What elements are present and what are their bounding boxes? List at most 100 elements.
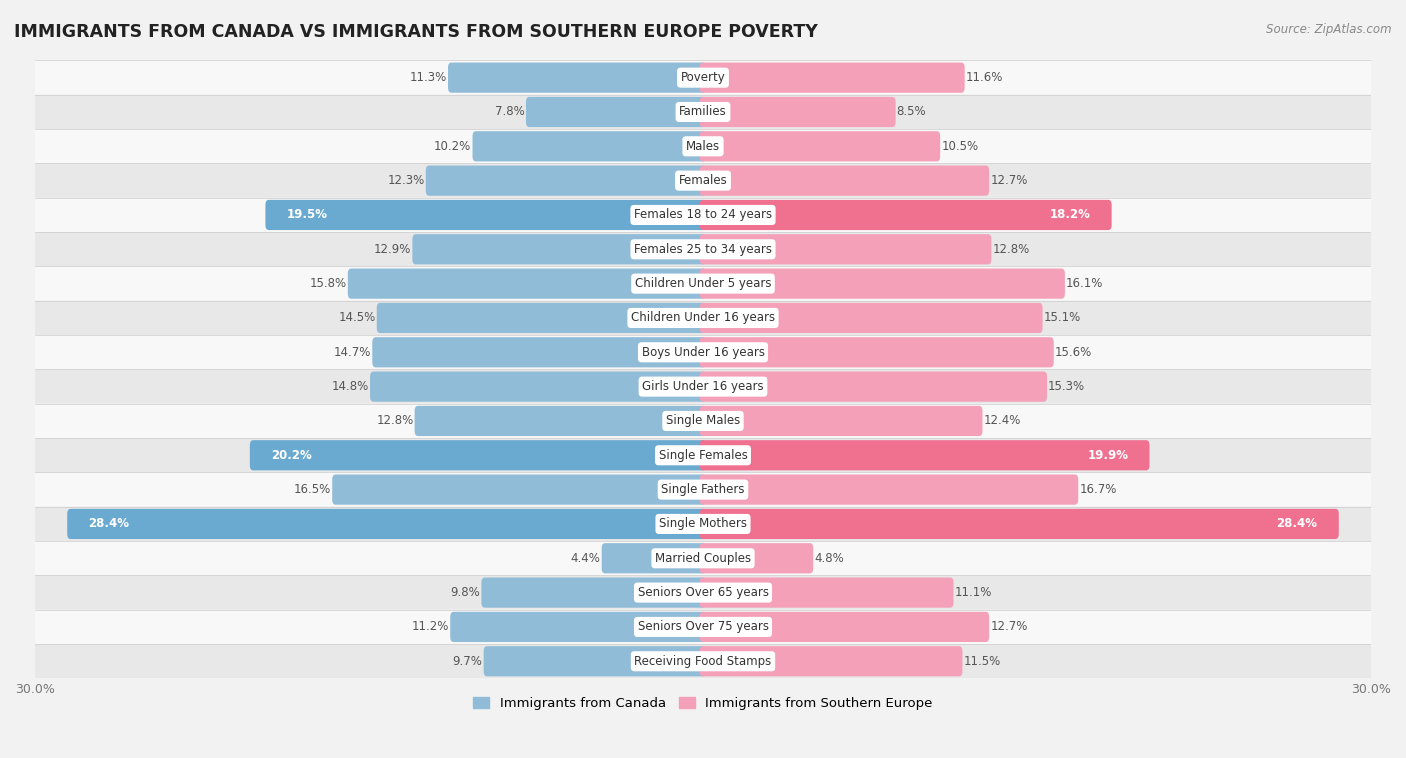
FancyBboxPatch shape bbox=[481, 578, 706, 608]
Text: 12.3%: 12.3% bbox=[388, 174, 425, 187]
FancyBboxPatch shape bbox=[35, 575, 1371, 609]
FancyBboxPatch shape bbox=[35, 369, 1371, 404]
FancyBboxPatch shape bbox=[250, 440, 706, 471]
FancyBboxPatch shape bbox=[412, 234, 706, 265]
Text: Children Under 5 years: Children Under 5 years bbox=[634, 277, 772, 290]
Text: 12.7%: 12.7% bbox=[990, 174, 1028, 187]
FancyBboxPatch shape bbox=[700, 234, 991, 265]
FancyBboxPatch shape bbox=[415, 406, 706, 436]
FancyBboxPatch shape bbox=[700, 200, 1112, 230]
FancyBboxPatch shape bbox=[700, 303, 1043, 333]
Text: Seniors Over 75 years: Seniors Over 75 years bbox=[637, 621, 769, 634]
Text: 19.5%: 19.5% bbox=[287, 208, 328, 221]
FancyBboxPatch shape bbox=[67, 509, 706, 539]
Text: Seniors Over 65 years: Seniors Over 65 years bbox=[637, 586, 769, 599]
FancyBboxPatch shape bbox=[35, 644, 1371, 678]
FancyBboxPatch shape bbox=[700, 131, 941, 161]
FancyBboxPatch shape bbox=[700, 165, 990, 196]
Text: 4.8%: 4.8% bbox=[814, 552, 844, 565]
FancyBboxPatch shape bbox=[35, 95, 1371, 129]
FancyBboxPatch shape bbox=[373, 337, 706, 368]
FancyBboxPatch shape bbox=[450, 612, 706, 642]
FancyBboxPatch shape bbox=[347, 268, 706, 299]
Text: 10.2%: 10.2% bbox=[434, 139, 471, 153]
FancyBboxPatch shape bbox=[35, 609, 1371, 644]
FancyBboxPatch shape bbox=[700, 97, 896, 127]
Text: 15.8%: 15.8% bbox=[309, 277, 347, 290]
Text: Single Mothers: Single Mothers bbox=[659, 518, 747, 531]
Text: 8.5%: 8.5% bbox=[897, 105, 927, 118]
Text: 9.7%: 9.7% bbox=[453, 655, 482, 668]
Text: 20.2%: 20.2% bbox=[271, 449, 312, 462]
FancyBboxPatch shape bbox=[35, 438, 1371, 472]
Text: Females: Females bbox=[679, 174, 727, 187]
FancyBboxPatch shape bbox=[700, 371, 1047, 402]
Text: 28.4%: 28.4% bbox=[89, 518, 129, 531]
FancyBboxPatch shape bbox=[332, 475, 706, 505]
Text: 15.6%: 15.6% bbox=[1054, 346, 1092, 359]
FancyBboxPatch shape bbox=[35, 232, 1371, 267]
Legend: Immigrants from Canada, Immigrants from Southern Europe: Immigrants from Canada, Immigrants from … bbox=[468, 691, 938, 715]
FancyBboxPatch shape bbox=[35, 267, 1371, 301]
FancyBboxPatch shape bbox=[700, 63, 965, 92]
FancyBboxPatch shape bbox=[35, 164, 1371, 198]
FancyBboxPatch shape bbox=[700, 509, 1339, 539]
FancyBboxPatch shape bbox=[602, 543, 706, 573]
FancyBboxPatch shape bbox=[35, 301, 1371, 335]
Text: 15.3%: 15.3% bbox=[1047, 380, 1085, 393]
Text: Single Males: Single Males bbox=[666, 415, 740, 428]
Text: 12.8%: 12.8% bbox=[377, 415, 413, 428]
Text: Females 18 to 24 years: Females 18 to 24 years bbox=[634, 208, 772, 221]
Text: IMMIGRANTS FROM CANADA VS IMMIGRANTS FROM SOUTHERN EUROPE POVERTY: IMMIGRANTS FROM CANADA VS IMMIGRANTS FRO… bbox=[14, 23, 818, 41]
FancyBboxPatch shape bbox=[449, 63, 706, 92]
FancyBboxPatch shape bbox=[35, 129, 1371, 164]
Text: 11.5%: 11.5% bbox=[963, 655, 1001, 668]
Text: 15.1%: 15.1% bbox=[1043, 312, 1081, 324]
Text: 10.5%: 10.5% bbox=[941, 139, 979, 153]
Text: Girls Under 16 years: Girls Under 16 years bbox=[643, 380, 763, 393]
Text: 12.4%: 12.4% bbox=[984, 415, 1021, 428]
FancyBboxPatch shape bbox=[700, 440, 1150, 471]
FancyBboxPatch shape bbox=[35, 404, 1371, 438]
FancyBboxPatch shape bbox=[35, 507, 1371, 541]
Text: Receiving Food Stamps: Receiving Food Stamps bbox=[634, 655, 772, 668]
Text: 16.7%: 16.7% bbox=[1080, 483, 1116, 496]
FancyBboxPatch shape bbox=[377, 303, 706, 333]
Text: Females 25 to 34 years: Females 25 to 34 years bbox=[634, 243, 772, 255]
Text: 14.5%: 14.5% bbox=[339, 312, 375, 324]
Text: Married Couples: Married Couples bbox=[655, 552, 751, 565]
FancyBboxPatch shape bbox=[472, 131, 706, 161]
Text: 16.5%: 16.5% bbox=[294, 483, 330, 496]
Text: Single Females: Single Females bbox=[658, 449, 748, 462]
FancyBboxPatch shape bbox=[484, 646, 706, 676]
Text: 14.7%: 14.7% bbox=[333, 346, 371, 359]
FancyBboxPatch shape bbox=[700, 612, 990, 642]
FancyBboxPatch shape bbox=[35, 472, 1371, 507]
FancyBboxPatch shape bbox=[370, 371, 706, 402]
Text: 7.8%: 7.8% bbox=[495, 105, 524, 118]
Text: 12.7%: 12.7% bbox=[990, 621, 1028, 634]
Text: 11.3%: 11.3% bbox=[409, 71, 447, 84]
Text: 28.4%: 28.4% bbox=[1277, 518, 1317, 531]
Text: 14.8%: 14.8% bbox=[332, 380, 368, 393]
Text: Single Fathers: Single Fathers bbox=[661, 483, 745, 496]
FancyBboxPatch shape bbox=[700, 475, 1078, 505]
Text: 11.6%: 11.6% bbox=[966, 71, 1002, 84]
Text: 11.1%: 11.1% bbox=[955, 586, 993, 599]
Text: 12.9%: 12.9% bbox=[374, 243, 412, 255]
Text: 4.4%: 4.4% bbox=[571, 552, 600, 565]
FancyBboxPatch shape bbox=[426, 165, 706, 196]
Text: 16.1%: 16.1% bbox=[1066, 277, 1104, 290]
FancyBboxPatch shape bbox=[700, 646, 963, 676]
Text: Boys Under 16 years: Boys Under 16 years bbox=[641, 346, 765, 359]
Text: 19.9%: 19.9% bbox=[1087, 449, 1129, 462]
FancyBboxPatch shape bbox=[700, 268, 1064, 299]
FancyBboxPatch shape bbox=[700, 406, 983, 436]
FancyBboxPatch shape bbox=[700, 543, 813, 573]
Text: 18.2%: 18.2% bbox=[1050, 208, 1091, 221]
FancyBboxPatch shape bbox=[700, 578, 953, 608]
FancyBboxPatch shape bbox=[35, 61, 1371, 95]
FancyBboxPatch shape bbox=[35, 198, 1371, 232]
Text: Males: Males bbox=[686, 139, 720, 153]
Text: 11.2%: 11.2% bbox=[412, 621, 449, 634]
